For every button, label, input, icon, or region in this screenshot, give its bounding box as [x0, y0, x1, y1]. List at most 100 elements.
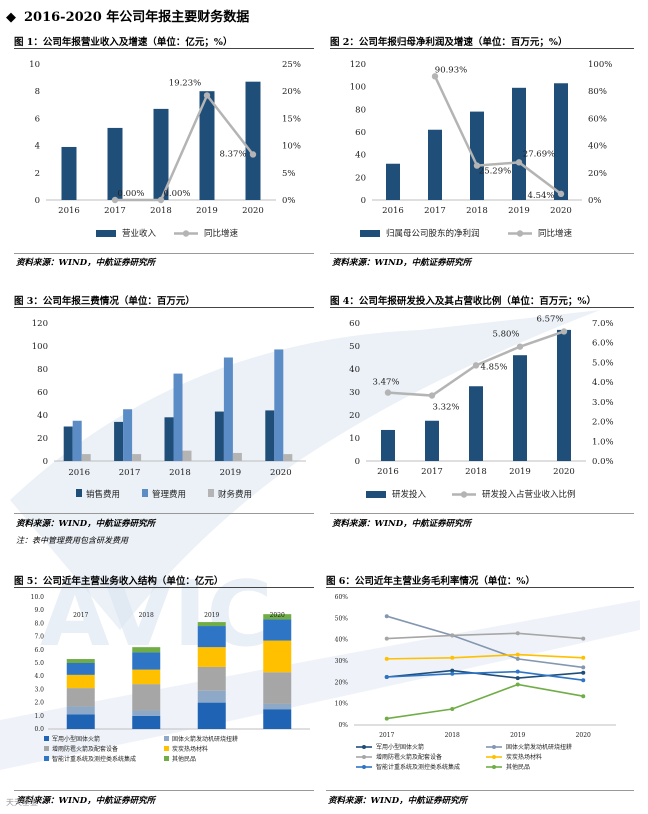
stack-segment [66, 659, 95, 663]
figure-6-title: 图 6：公司近年主营业务毛利率情况（单位：%） [326, 576, 535, 587]
y-tick-label: 6.0 [34, 647, 44, 654]
bar [381, 429, 395, 461]
series-point [515, 669, 520, 674]
y-tick-label: 7.0 [34, 634, 44, 641]
y-right-tick-label: 10% [282, 142, 301, 152]
y-right-tick-label: 0% [588, 196, 602, 206]
figure-3-title: 图 3：公司年报三费情况（单位：百万元） [14, 296, 195, 307]
stack-segment [132, 669, 161, 685]
stack-segment [132, 710, 161, 716]
x-tick-label: 2018 [466, 206, 488, 216]
figure-3: 图 3：公司年报三费情况（单位：百万元） 0 20 40 60 80 100 120 2016… [14, 293, 314, 553]
y-tick-label: 0.0 [34, 726, 44, 733]
growth-data-label: 90.93% [435, 65, 467, 75]
chart-revenue: 0 2 4 6 8 10 2016 2017 2018 2019 2020 0% 5% 10% 15% 20%… [29, 60, 301, 239]
stack-segment [197, 647, 226, 667]
series-point [515, 676, 520, 681]
figure-6: 图 6：公司近年主营业务毛利率情况（单位：%） 0% 10% 20% 30% 40% 50… [326, 573, 634, 809]
stack-segment [263, 709, 292, 729]
growth-point [111, 196, 119, 204]
growth-data-label: 0.00% [163, 189, 190, 199]
y-tick-label: 20% [335, 679, 349, 686]
x-tick-label: 2020 [576, 732, 591, 739]
legend-label: 管理费用 [152, 489, 186, 500]
bar [428, 129, 442, 200]
legend-swatch-bar [96, 230, 116, 237]
legend-swatch [44, 756, 49, 761]
figure-2: 图 2：公司年报归母净利润及增速（单位：百万元；%） 0 20 40 60 80 100 1… [330, 34, 634, 268]
title-rule [14, 587, 314, 588]
series-point [450, 671, 455, 676]
source-rule [330, 513, 634, 514]
growth-data-label: 6.57% [536, 314, 563, 324]
series-point [515, 656, 520, 661]
series-point [450, 633, 455, 638]
growth-line [115, 92, 254, 202]
stack-segment [263, 703, 292, 710]
x-tick-label: 2020 [553, 467, 575, 477]
y-tick-label: 8.0 [34, 620, 44, 627]
bar [107, 127, 123, 200]
growth-data-label: 5.80% [492, 330, 519, 340]
chart-revenue-structure: 0.0 1.0 2.0 3.0 4.0 5.0 6.0 7.0 8.0 9.0 10.0 2017 20… [31, 594, 310, 763]
stack-segment [263, 672, 292, 704]
bar [274, 349, 284, 461]
legend-label: 增雨防雹火箭及配套设备 [376, 753, 442, 761]
bar [132, 454, 142, 461]
bar [470, 111, 484, 200]
y-right-tick-label: 2.0% [592, 418, 614, 428]
bar [513, 355, 527, 461]
legend-label: 同比增速 [538, 228, 573, 239]
y-tick-label: 20 [37, 434, 48, 444]
y-right-tick-label: 20% [282, 87, 301, 97]
legend-swatch-marker [516, 230, 524, 237]
legend-label: 军用小型固体火箭 [376, 743, 424, 751]
legend-label: 智能计重系统及测控类系统集成 [52, 755, 136, 763]
legend-swatch-marker [492, 755, 496, 759]
x-tick-label: 2017 [73, 612, 88, 619]
bar [123, 409, 133, 461]
bar [81, 454, 91, 461]
legend-swatch [208, 489, 214, 497]
legend-label: 固体火箭发动机研烧扭耕 [172, 735, 238, 743]
x-tick-label: 2020 [550, 206, 572, 216]
title-rule [330, 48, 634, 49]
series-point [384, 614, 389, 619]
y-left-tick-label: 100 [350, 83, 366, 93]
series-line [386, 683, 584, 720]
stack-segment [197, 622, 226, 627]
y-tick-label: 60 [37, 388, 48, 398]
x-tick-label: 2019 [196, 206, 218, 216]
y-right-tick-label: 40% [588, 142, 607, 152]
y-right-tick-label: 4.0% [592, 378, 614, 388]
legend-label: 财务费用 [218, 489, 252, 500]
x-tick-label: 2017 [421, 467, 443, 477]
legend-swatch-bar [366, 491, 386, 498]
source-note: 资料来源：WIND，中航证券研究所 [16, 519, 156, 529]
growth-point [431, 73, 439, 80]
y-tick-label: 2.0 [34, 700, 44, 707]
growth-point [203, 92, 211, 99]
y-left-tick-label: 0 [355, 457, 360, 467]
growth-data-label: 25.29% [479, 167, 511, 177]
growth-point [472, 362, 480, 369]
source-note: 资料来源：WIND，中航证券研究所 [328, 796, 468, 806]
x-tick-label: 2018 [465, 467, 487, 477]
x-tick-label: 2016 [377, 467, 399, 477]
series-point [384, 656, 389, 661]
series-point [450, 655, 455, 660]
growth-data-label: 4.54% [527, 191, 554, 201]
growth-point [560, 328, 568, 335]
legend-label: 炭炭热场材料 [506, 753, 542, 761]
y-tick-label: 60% [335, 594, 349, 601]
legend-swatch [164, 736, 169, 741]
series-point [384, 675, 389, 679]
title-rule [14, 307, 314, 308]
y-left-tick-label: 20 [349, 411, 360, 421]
x-tick-label: 2017 [379, 732, 394, 739]
stack-segment [66, 663, 95, 675]
bar [164, 417, 174, 461]
stack-segment [263, 640, 292, 673]
x-tick-label: 2019 [510, 732, 525, 739]
x-tick-label: 2018 [169, 468, 191, 478]
